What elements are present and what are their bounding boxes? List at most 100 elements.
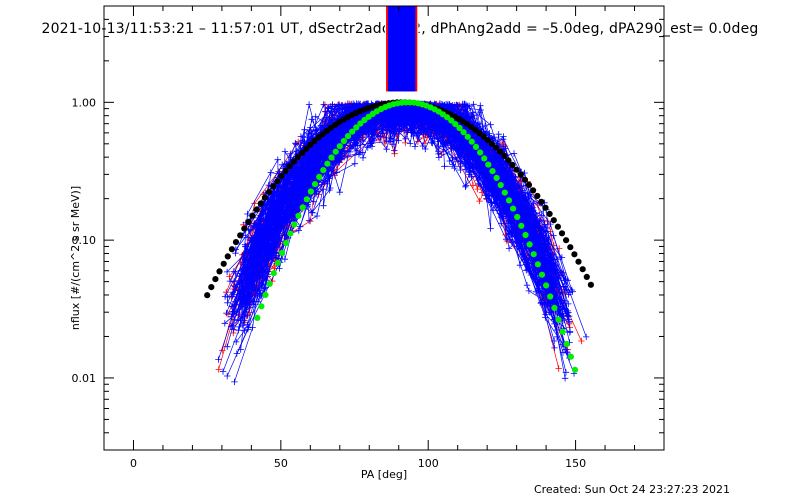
plus-marker [495, 131, 502, 138]
plus-marker [321, 153, 328, 160]
plus-marker [364, 120, 372, 127]
plus-marker [401, 121, 409, 128]
plus-marker [411, 143, 419, 150]
curve-dot [484, 137, 491, 144]
plus-marker [371, 135, 378, 143]
curve-dot [361, 116, 368, 124]
plus-marker [377, 133, 384, 140]
curve-dot [558, 230, 566, 237]
curve-dot [509, 161, 516, 168]
plus-marker [540, 263, 548, 270]
plus-marker [230, 326, 237, 333]
plus-marker [287, 150, 294, 157]
plus-marker [409, 115, 416, 123]
curve-dot [316, 173, 323, 180]
plus-marker [503, 180, 510, 187]
curve-dot [513, 166, 520, 173]
plus-marker [306, 180, 313, 187]
plus-marker [531, 224, 538, 231]
plus-marker [346, 148, 354, 156]
curve-dot [559, 328, 566, 335]
plus-marker [508, 233, 516, 241]
plus-marker [464, 142, 472, 149]
plus-marker [307, 166, 314, 173]
plus-marker [408, 125, 415, 132]
plus-marker [474, 185, 481, 193]
plus-marker [424, 108, 432, 116]
curve-dot [299, 149, 306, 156]
plus-marker [554, 256, 562, 263]
plus-marker [470, 101, 477, 108]
curve-dot [340, 137, 347, 145]
plus-marker [391, 124, 398, 131]
plus-marker [502, 236, 510, 243]
curve-dot [336, 143, 343, 150]
plus-marker [560, 317, 568, 324]
plus-marker [351, 160, 358, 167]
model-curve-0 [204, 99, 595, 299]
plus-marker [472, 161, 479, 168]
plus-marker [480, 146, 487, 153]
plus-marker [391, 147, 398, 154]
curve-dot [320, 167, 327, 174]
curve-dot [522, 231, 529, 239]
curve-dot [307, 188, 314, 195]
plus-marker [253, 228, 260, 236]
plus-marker [427, 133, 434, 140]
curve-dot [526, 241, 533, 248]
plus-marker [263, 231, 270, 238]
curve-dot [270, 270, 277, 277]
plus-marker [500, 199, 507, 207]
plus-marker [566, 329, 573, 336]
curve-dot [266, 188, 273, 196]
plus-marker [498, 220, 505, 227]
plus-marker [383, 129, 390, 137]
curve-dot [555, 316, 562, 323]
curve-dot [257, 200, 264, 207]
curve-dot [567, 353, 575, 360]
curve-dot [274, 259, 281, 266]
creation-timestamp: Created: Sun Oct 24 23:27:23 2021 [534, 483, 730, 496]
plus-marker [231, 378, 238, 386]
plus-marker [239, 301, 246, 309]
data-layer [204, 6, 595, 386]
curve-dot [249, 212, 256, 219]
plus-marker [391, 130, 398, 138]
plus-marker [321, 118, 329, 125]
plus-marker [456, 149, 463, 157]
plus-marker [550, 232, 557, 239]
plus-marker [558, 254, 566, 261]
curve-dot [262, 291, 269, 298]
plus-marker [330, 142, 338, 149]
curve-dot [563, 340, 570, 348]
curve-dot [204, 292, 211, 299]
plus-marker [519, 187, 526, 194]
curve-dot [583, 273, 590, 280]
plus-marker [532, 288, 540, 295]
plus-marker [276, 265, 283, 272]
curve-dot [315, 134, 322, 141]
plus-marker [508, 180, 515, 187]
plus-marker [361, 100, 368, 108]
plus-marker [228, 313, 235, 320]
plus-marker [516, 177, 523, 184]
plus-marker [416, 106, 423, 113]
plus-marker [476, 197, 483, 205]
curve-dot [332, 148, 339, 155]
plus-marker [244, 269, 251, 276]
plus-marker [233, 338, 240, 346]
curve-dot [563, 237, 570, 244]
plus-marker [244, 312, 251, 320]
plus-marker [551, 337, 558, 345]
plus-marker [406, 110, 414, 117]
plus-marker [308, 116, 315, 123]
plus-marker [564, 277, 571, 284]
plus-marker [267, 251, 275, 258]
plus-marker [381, 117, 389, 124]
plus-marker [293, 147, 300, 155]
plus-marker [517, 205, 524, 212]
plus-marker [461, 111, 469, 119]
plus-marker [344, 100, 352, 107]
curve-dot [258, 303, 265, 310]
plus-marker [415, 130, 422, 137]
